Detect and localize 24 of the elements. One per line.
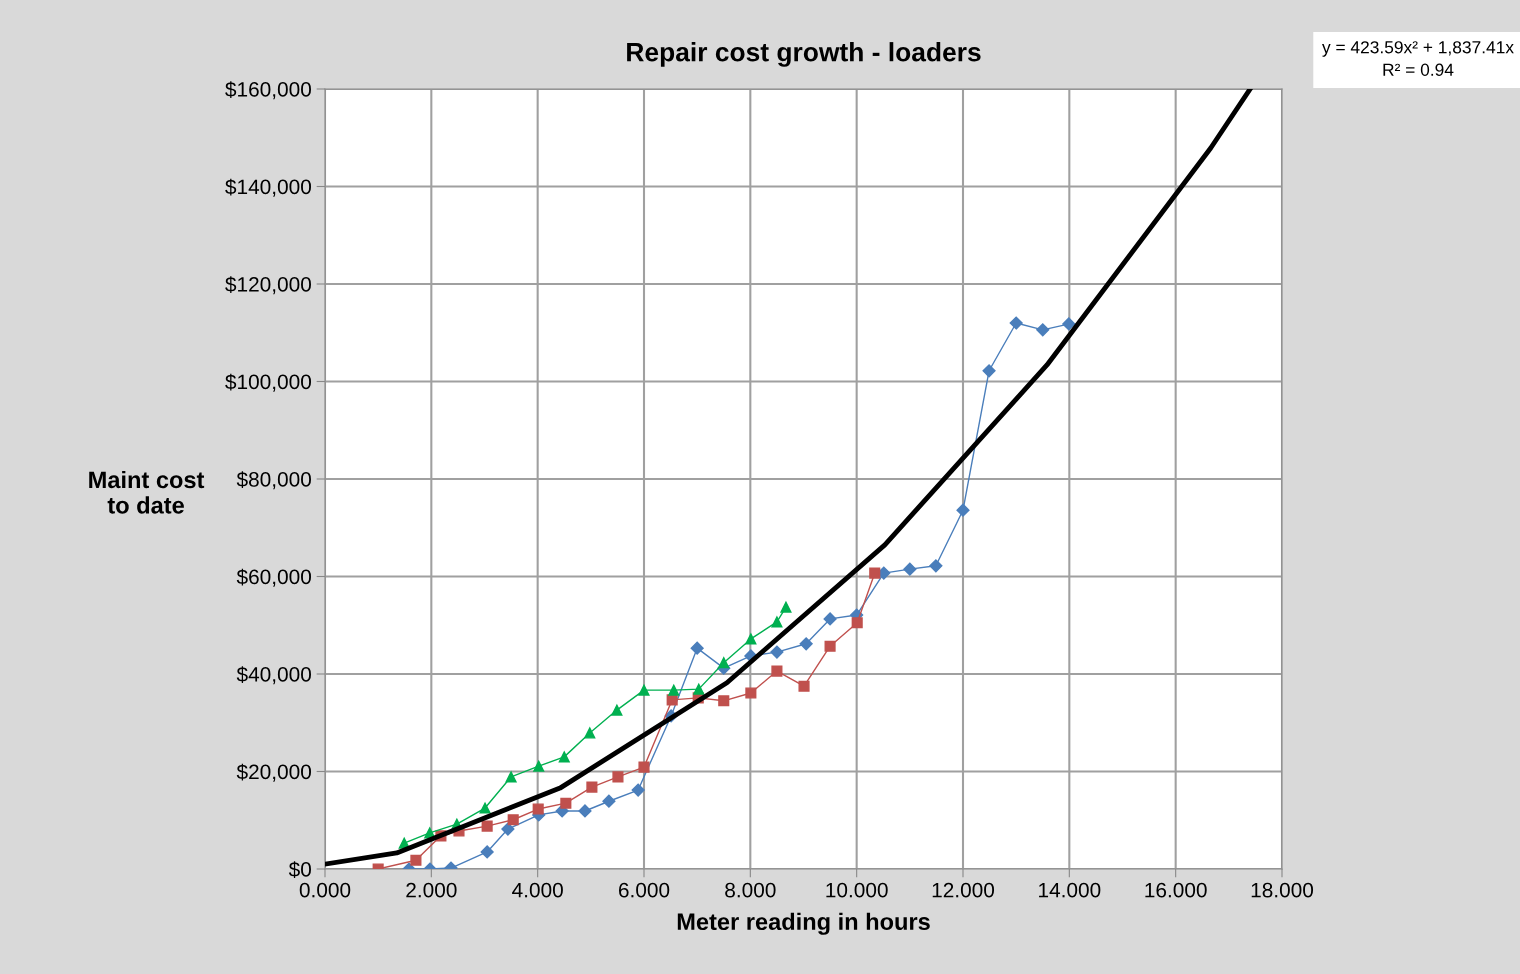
x-tick-label: 16.000	[1145, 882, 1207, 898]
x-tick-label: 2.000	[406, 882, 457, 898]
x-tick-label: 8.000	[725, 882, 776, 898]
x-tick-label: 18.000	[1251, 882, 1314, 898]
x-axis-title: Meter reading in hours	[677, 912, 930, 935]
y-tick-label: $120,000	[225, 276, 311, 295]
x-tick-label: 14.000	[1039, 882, 1101, 898]
y-tick-label: $80,000	[236, 471, 311, 490]
y-tick-label: $40,000	[236, 666, 311, 685]
y-tick-label: $60,000	[236, 568, 311, 587]
y-axis-title: Maint cost to date	[89, 470, 205, 514]
x-tick-label: 0.000	[299, 882, 351, 898]
x-tick-label: 4.000	[512, 882, 563, 898]
chart-title: Repair cost growth - loaders	[627, 42, 981, 67]
text: y = 423.59x² + 1,837.41x	[1322, 41, 1514, 57]
y-tick-label: $20,000	[236, 763, 311, 782]
y-tick-label: $100,000	[225, 373, 311, 392]
x-tick-label: 12.000	[932, 882, 995, 898]
x-tick-label: 6.000	[618, 882, 670, 898]
y-tick-label: $0	[288, 861, 311, 878]
y-tick-label: $160,000	[225, 81, 311, 100]
x-tick-label: 10.000	[826, 882, 888, 898]
text: R² = 0.94	[1383, 63, 1454, 76]
y-tick-label: $140,000	[225, 178, 311, 197]
